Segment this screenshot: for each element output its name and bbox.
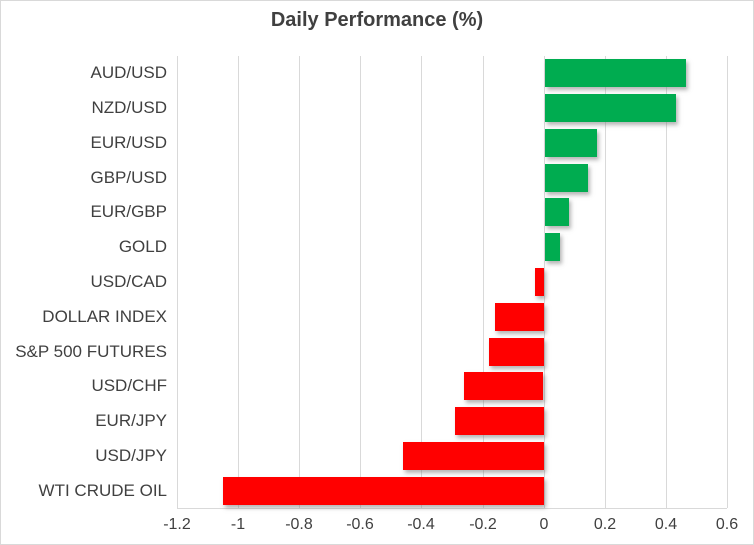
bar-nzd-usd	[545, 94, 676, 122]
bar-wti-crude-oil	[223, 477, 544, 505]
category-label-dollar-index: DOLLAR INDEX	[42, 307, 167, 326]
category-label-usd-cad: USD/CAD	[90, 272, 167, 291]
x-axis-tick-label--0.2: -0.2	[469, 516, 497, 533]
x-axis-tick-label-0.2: 0.2	[593, 516, 617, 533]
x-axis-tick-label--1: -1	[230, 516, 246, 533]
gridline--1.2	[177, 56, 178, 508]
category-label-aud-usd: AUD/USD	[90, 63, 167, 82]
category-label-nzd-usd: NZD/USD	[91, 98, 167, 117]
bar-eur-jpy	[455, 407, 544, 435]
bar-usd-cad	[535, 268, 544, 296]
gridline-0.6	[727, 56, 728, 508]
x-axis-tick-label--0.8: -0.8	[285, 516, 313, 533]
gridline-0.2	[605, 56, 606, 508]
category-label-usd-chf: USD/CHF	[91, 376, 167, 395]
category-label-gbp-usd: GBP/USD	[90, 168, 167, 187]
category-label-wti-crude-oil: WTI CRUDE OIL	[38, 481, 167, 500]
category-label-usd-jpy: USD/JPY	[95, 446, 167, 465]
gridline--0.2	[483, 56, 484, 508]
category-label-gold: GOLD	[118, 237, 167, 256]
gridline-0.4	[666, 56, 667, 508]
gridline--1	[238, 56, 239, 508]
bar-aud-usd	[545, 59, 686, 87]
gridline--0.6	[360, 56, 361, 508]
bar-eur-usd	[545, 129, 597, 157]
x-axis-tick-label-0.6: 0.6	[715, 516, 739, 533]
x-axis-tick-label-0: 0	[539, 516, 549, 533]
category-label-eur-jpy: EUR/JPY	[95, 411, 167, 430]
bar-gold	[545, 233, 560, 261]
gridline-0	[544, 56, 545, 508]
bar-usd-chf	[464, 372, 543, 400]
plot-area	[177, 56, 728, 509]
bar-usd-jpy	[403, 442, 544, 470]
gridline--0.4	[421, 56, 422, 508]
bar-s-p-500-futures	[489, 338, 544, 366]
category-label-eur-gbp: EUR/GBP	[90, 202, 167, 221]
x-axis-tick-label-0.4: 0.4	[654, 516, 678, 533]
bar-dollar-index	[495, 303, 544, 331]
category-label-s-p-500-futures: S&P 500 FUTURES	[15, 342, 167, 361]
bar-eur-gbp	[545, 198, 569, 226]
gridline--0.8	[299, 56, 300, 508]
chart-title: Daily Performance (%)	[270, 9, 484, 31]
category-label-eur-usd: EUR/USD	[90, 133, 167, 152]
x-axis-tick-label--0.4: -0.4	[407, 516, 435, 533]
bar-gbp-usd	[545, 164, 588, 192]
x-axis-tick-label--1.2: -1.2	[163, 516, 191, 533]
x-axis-tick-label--0.6: -0.6	[346, 516, 374, 533]
